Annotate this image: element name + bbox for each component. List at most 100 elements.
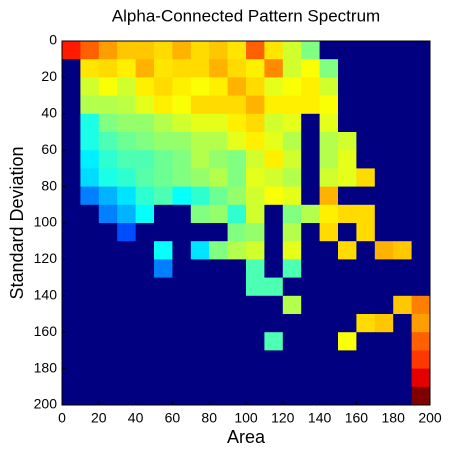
heatmap-cell	[80, 223, 100, 242]
heatmap-cell	[319, 59, 339, 78]
heatmap-cell	[80, 332, 100, 351]
heatmap-cell	[264, 132, 284, 151]
heatmap-cell	[374, 277, 394, 297]
heatmap-cell	[154, 150, 173, 169]
heatmap-cell	[227, 59, 247, 78]
heatmap-cell	[246, 386, 265, 406]
heatmap-cell	[319, 314, 339, 333]
heatmap-cell	[319, 132, 339, 151]
heatmap-cell	[190, 150, 210, 169]
heatmap-cell	[135, 350, 155, 370]
heatmap-cell	[62, 350, 81, 370]
y-tick-label: 20	[41, 68, 57, 84]
heatmap-cell	[393, 332, 413, 351]
heatmap-cell	[190, 95, 210, 115]
heatmap-cell	[135, 386, 155, 406]
heatmap-cell	[393, 386, 413, 406]
heatmap-cell	[227, 295, 247, 315]
heatmap-cell	[246, 204, 265, 224]
heatmap-cell	[374, 295, 394, 315]
heatmap-cell	[227, 204, 247, 224]
heatmap-cell	[319, 223, 339, 242]
heatmap-cell	[411, 95, 431, 115]
heatmap-cell	[209, 168, 229, 188]
heatmap-cell	[172, 332, 192, 351]
heatmap-cell	[374, 386, 394, 406]
heatmap-cell	[374, 95, 394, 115]
heatmap-cell	[393, 295, 413, 315]
heatmap-cell	[301, 186, 321, 206]
heatmap-cell	[80, 350, 100, 370]
heatmap-cell	[338, 204, 357, 224]
heatmap-cell	[98, 386, 118, 406]
heatmap-cell	[411, 350, 431, 370]
heatmap-cell	[117, 386, 137, 406]
heatmap-cell	[227, 113, 247, 133]
heatmap-cell	[98, 113, 118, 133]
heatmap-cell	[411, 168, 431, 188]
heatmap-cell	[80, 59, 100, 78]
y-axis-label: Standard Deviation	[7, 146, 27, 299]
heatmap-cell	[227, 241, 247, 260]
heatmap-cell	[154, 113, 173, 133]
heatmap-cell	[246, 168, 265, 188]
heatmap-cell	[282, 150, 302, 169]
heatmap-cell	[154, 386, 173, 406]
heatmap-cell	[227, 150, 247, 169]
heatmap-cell	[319, 241, 339, 260]
heatmap-cell	[411, 150, 431, 169]
heatmap-cell	[135, 95, 155, 115]
heatmap-cell	[393, 204, 413, 224]
heatmap-cell	[301, 259, 321, 279]
heatmap-cell	[190, 332, 210, 351]
heatmap-cell	[264, 386, 284, 406]
heatmap-cell	[411, 41, 431, 60]
heatmap-cell	[301, 332, 321, 351]
heatmap-cell	[301, 314, 321, 333]
heatmap-cell	[209, 241, 229, 260]
heatmap-cell	[246, 41, 265, 60]
x-tick-label: 140	[308, 410, 332, 426]
heatmap-cell	[356, 150, 376, 169]
heatmap-cell	[356, 223, 376, 242]
heatmap-cell	[246, 77, 265, 97]
heatmap-cell	[264, 204, 284, 224]
x-tick-label: 200	[418, 410, 442, 426]
heatmap-cell	[227, 186, 247, 206]
heatmap-cell	[190, 186, 210, 206]
heatmap-cell	[190, 368, 210, 388]
heatmap-cell	[117, 186, 137, 206]
heatmap-cell	[62, 368, 81, 388]
heatmap-cell	[227, 277, 247, 297]
heatmap-cell	[246, 368, 265, 388]
heatmap-cell	[282, 59, 302, 78]
x-tick-label: 160	[345, 410, 369, 426]
heatmap-cell	[246, 113, 265, 133]
heatmap-cell	[80, 368, 100, 388]
heatmap-cell	[98, 350, 118, 370]
heatmap-cell	[301, 277, 321, 297]
heatmap-cell	[393, 77, 413, 97]
heatmap-cell	[393, 223, 413, 242]
heatmap-cell	[117, 132, 137, 151]
heatmap-cell	[80, 95, 100, 115]
heatmap-cell	[301, 386, 321, 406]
heatmap-cell	[62, 386, 81, 406]
heatmap-cell	[227, 41, 247, 60]
heatmap-cell	[135, 241, 155, 260]
y-tick-label: 140	[34, 287, 58, 303]
y-tick-label: 120	[34, 250, 58, 266]
heatmap-cell	[154, 350, 173, 370]
heatmap-cell	[190, 223, 210, 242]
heatmap-cell	[117, 41, 137, 60]
heatmap-cell	[117, 259, 137, 279]
heatmap-cell	[135, 295, 155, 315]
heatmap-cell	[374, 132, 394, 151]
heatmap-cell	[282, 95, 302, 115]
heatmap-cell	[338, 113, 357, 133]
x-tick-label: 60	[165, 410, 181, 426]
heatmap-cell	[98, 41, 118, 60]
heatmap-cell	[172, 168, 192, 188]
heatmap-cell	[319, 259, 339, 279]
heatmap-cell	[62, 223, 81, 242]
